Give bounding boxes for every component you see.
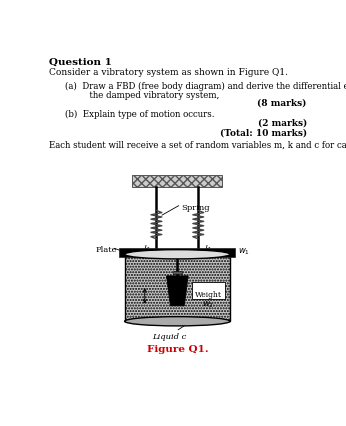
Polygon shape — [166, 276, 188, 306]
Text: Figure Q1.: Figure Q1. — [146, 345, 208, 354]
Text: (2 marks): (2 marks) — [257, 119, 307, 128]
Text: Each student will receive a set of random variables m, k and c for calculation d: Each student will receive a set of rando… — [49, 140, 346, 149]
Text: $k$: $k$ — [143, 242, 151, 253]
Bar — [119, 248, 235, 258]
Text: Liquid c: Liquid c — [152, 332, 187, 340]
Text: the damped vibratory system,: the damped vibratory system, — [73, 90, 219, 99]
Text: Spring: Spring — [181, 203, 210, 211]
Text: Weight: Weight — [195, 291, 222, 299]
Bar — [173, 272, 182, 275]
Ellipse shape — [125, 317, 230, 326]
Ellipse shape — [125, 250, 230, 259]
Text: $w_1$: $w_1$ — [238, 246, 250, 257]
Text: Plate: Plate — [96, 245, 117, 253]
Text: (a)  Draw a FBD (free body diagram) and derive the differential equation of moti: (a) Draw a FBD (free body diagram) and d… — [65, 82, 346, 91]
Text: $k$: $k$ — [204, 242, 211, 253]
Bar — [133, 176, 222, 188]
Bar — [125, 255, 230, 322]
Text: Question 1: Question 1 — [49, 58, 111, 67]
Text: $w_2$: $w_2$ — [202, 299, 214, 309]
Text: (8 marks): (8 marks) — [257, 99, 307, 108]
Text: Consider a vibratory system as shown in Figure Q1.: Consider a vibratory system as shown in … — [49, 68, 288, 77]
Text: (b)  Explain type of motion occurs.: (b) Explain type of motion occurs. — [65, 109, 215, 118]
FancyBboxPatch shape — [192, 282, 225, 299]
Text: (Total: 10 marks): (Total: 10 marks) — [220, 129, 307, 138]
